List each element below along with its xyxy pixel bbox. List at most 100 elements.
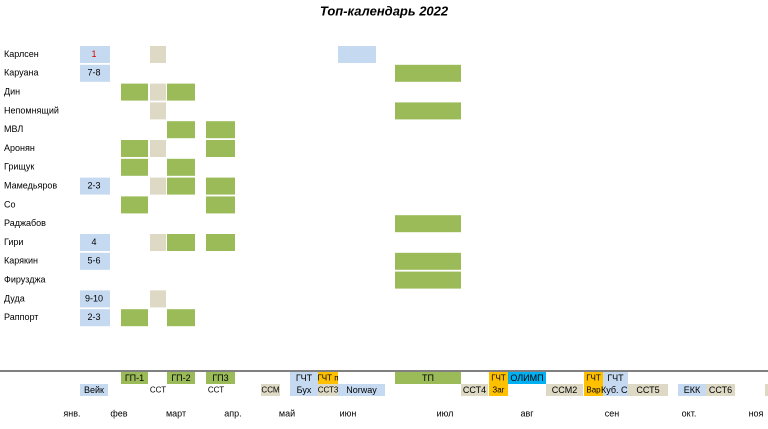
- month-label: май: [279, 408, 295, 418]
- event-label: ЕКК: [684, 385, 701, 395]
- event-cell: [678, 384, 706, 396]
- rank: 9-10: [85, 293, 103, 303]
- event-cell: [603, 372, 628, 384]
- rank-cell: [80, 252, 110, 270]
- event-cell: [290, 372, 318, 384]
- cell: [150, 102, 166, 120]
- rank: 7-8: [87, 68, 100, 78]
- event-cell: [461, 384, 488, 396]
- cell: [206, 177, 235, 195]
- event-label: ССТ4: [463, 385, 486, 395]
- event-label: ГЧТ: [491, 374, 506, 383]
- month-label: окт.: [682, 408, 697, 418]
- cell: [395, 252, 461, 270]
- month-label: июн: [340, 408, 357, 418]
- player-name: Гири: [4, 237, 23, 247]
- cell: [338, 46, 376, 63]
- event-label: Бух: [297, 385, 312, 395]
- month-label: ноя: [749, 408, 764, 418]
- event-cell: [261, 384, 280, 396]
- cell: [150, 177, 166, 195]
- cell: [167, 158, 195, 176]
- event-label: ГП-2: [171, 373, 190, 383]
- event-label: Norway: [346, 385, 377, 395]
- cell: [167, 309, 195, 327]
- event-label: Вейк: [84, 385, 104, 395]
- event-label: ССТ: [150, 386, 166, 395]
- cell: [206, 140, 235, 157]
- cell: [121, 140, 148, 157]
- rank-cell: [80, 177, 110, 195]
- event-cell: [206, 372, 235, 384]
- month-label: март: [166, 408, 186, 418]
- cell: [167, 83, 195, 101]
- event-label: ССМ2: [552, 385, 577, 395]
- rank: 1: [91, 49, 96, 59]
- event-cell: [167, 372, 195, 384]
- event-cell: [546, 384, 583, 396]
- cell: [395, 102, 461, 120]
- month-label: апр.: [224, 408, 241, 418]
- player-name: Со: [4, 199, 16, 209]
- event-cell: [584, 384, 603, 396]
- event-label: ССТ5: [636, 385, 659, 395]
- player-name: Дуда: [4, 293, 25, 303]
- rank-cell: [80, 290, 110, 308]
- event-label: ССТ3: [318, 386, 339, 395]
- cell: [150, 290, 166, 308]
- rank: 5-6: [87, 256, 100, 266]
- event-cell: [318, 372, 338, 384]
- event-cell: [318, 384, 338, 396]
- event-label: ГЧТ: [607, 373, 624, 383]
- event-label: Заг: [492, 386, 504, 395]
- event-cell: [290, 384, 318, 396]
- event-label: ГП-1: [125, 373, 144, 383]
- rank: 2-3: [87, 180, 100, 190]
- rank: 2-3: [87, 312, 100, 322]
- event-cell: [706, 384, 735, 396]
- cell: [150, 83, 166, 101]
- player-name: Каруана: [4, 68, 39, 78]
- event-cell: [628, 384, 668, 396]
- cell: [121, 196, 148, 214]
- player-name: Карлсен: [4, 49, 39, 59]
- player-name: Раджабов: [4, 218, 46, 228]
- cell: [167, 234, 195, 251]
- rank-cell: [80, 64, 110, 82]
- month-label: авг: [520, 408, 534, 418]
- event-label: ГП3: [212, 373, 228, 383]
- cell: [121, 158, 148, 176]
- cell: [206, 121, 235, 139]
- event-cell: [765, 384, 768, 396]
- month-label: сен: [605, 408, 620, 418]
- event-cell: [603, 384, 628, 396]
- month-label: июл: [437, 408, 454, 418]
- event-label: ГЧТ: [296, 373, 313, 383]
- cell: [121, 309, 148, 327]
- event-cell: [584, 372, 603, 384]
- cell: [150, 140, 166, 157]
- event-cell: [489, 384, 508, 396]
- event-label: ССТ: [208, 386, 224, 395]
- player-name: Непомнящий: [4, 105, 59, 115]
- player-name: Грищук: [4, 162, 34, 172]
- event-cell: [395, 372, 461, 384]
- cell: [150, 46, 166, 63]
- event-cell: [80, 384, 108, 396]
- event-label: ССТ6: [709, 385, 732, 395]
- cell: [121, 83, 148, 101]
- player-name: МВЛ: [4, 124, 23, 134]
- event-label: ГЧТ: [586, 374, 601, 383]
- month-label: фев: [110, 408, 127, 418]
- cell: [206, 234, 235, 251]
- event-label: Куб. С.: [601, 385, 630, 395]
- event-label: ССМ: [261, 386, 279, 395]
- cell: [395, 64, 461, 82]
- cell: [395, 271, 461, 289]
- player-name: Аронян: [4, 143, 35, 153]
- rank-cell: [80, 234, 110, 251]
- cell: [167, 121, 195, 139]
- month-label: янв.: [63, 408, 80, 418]
